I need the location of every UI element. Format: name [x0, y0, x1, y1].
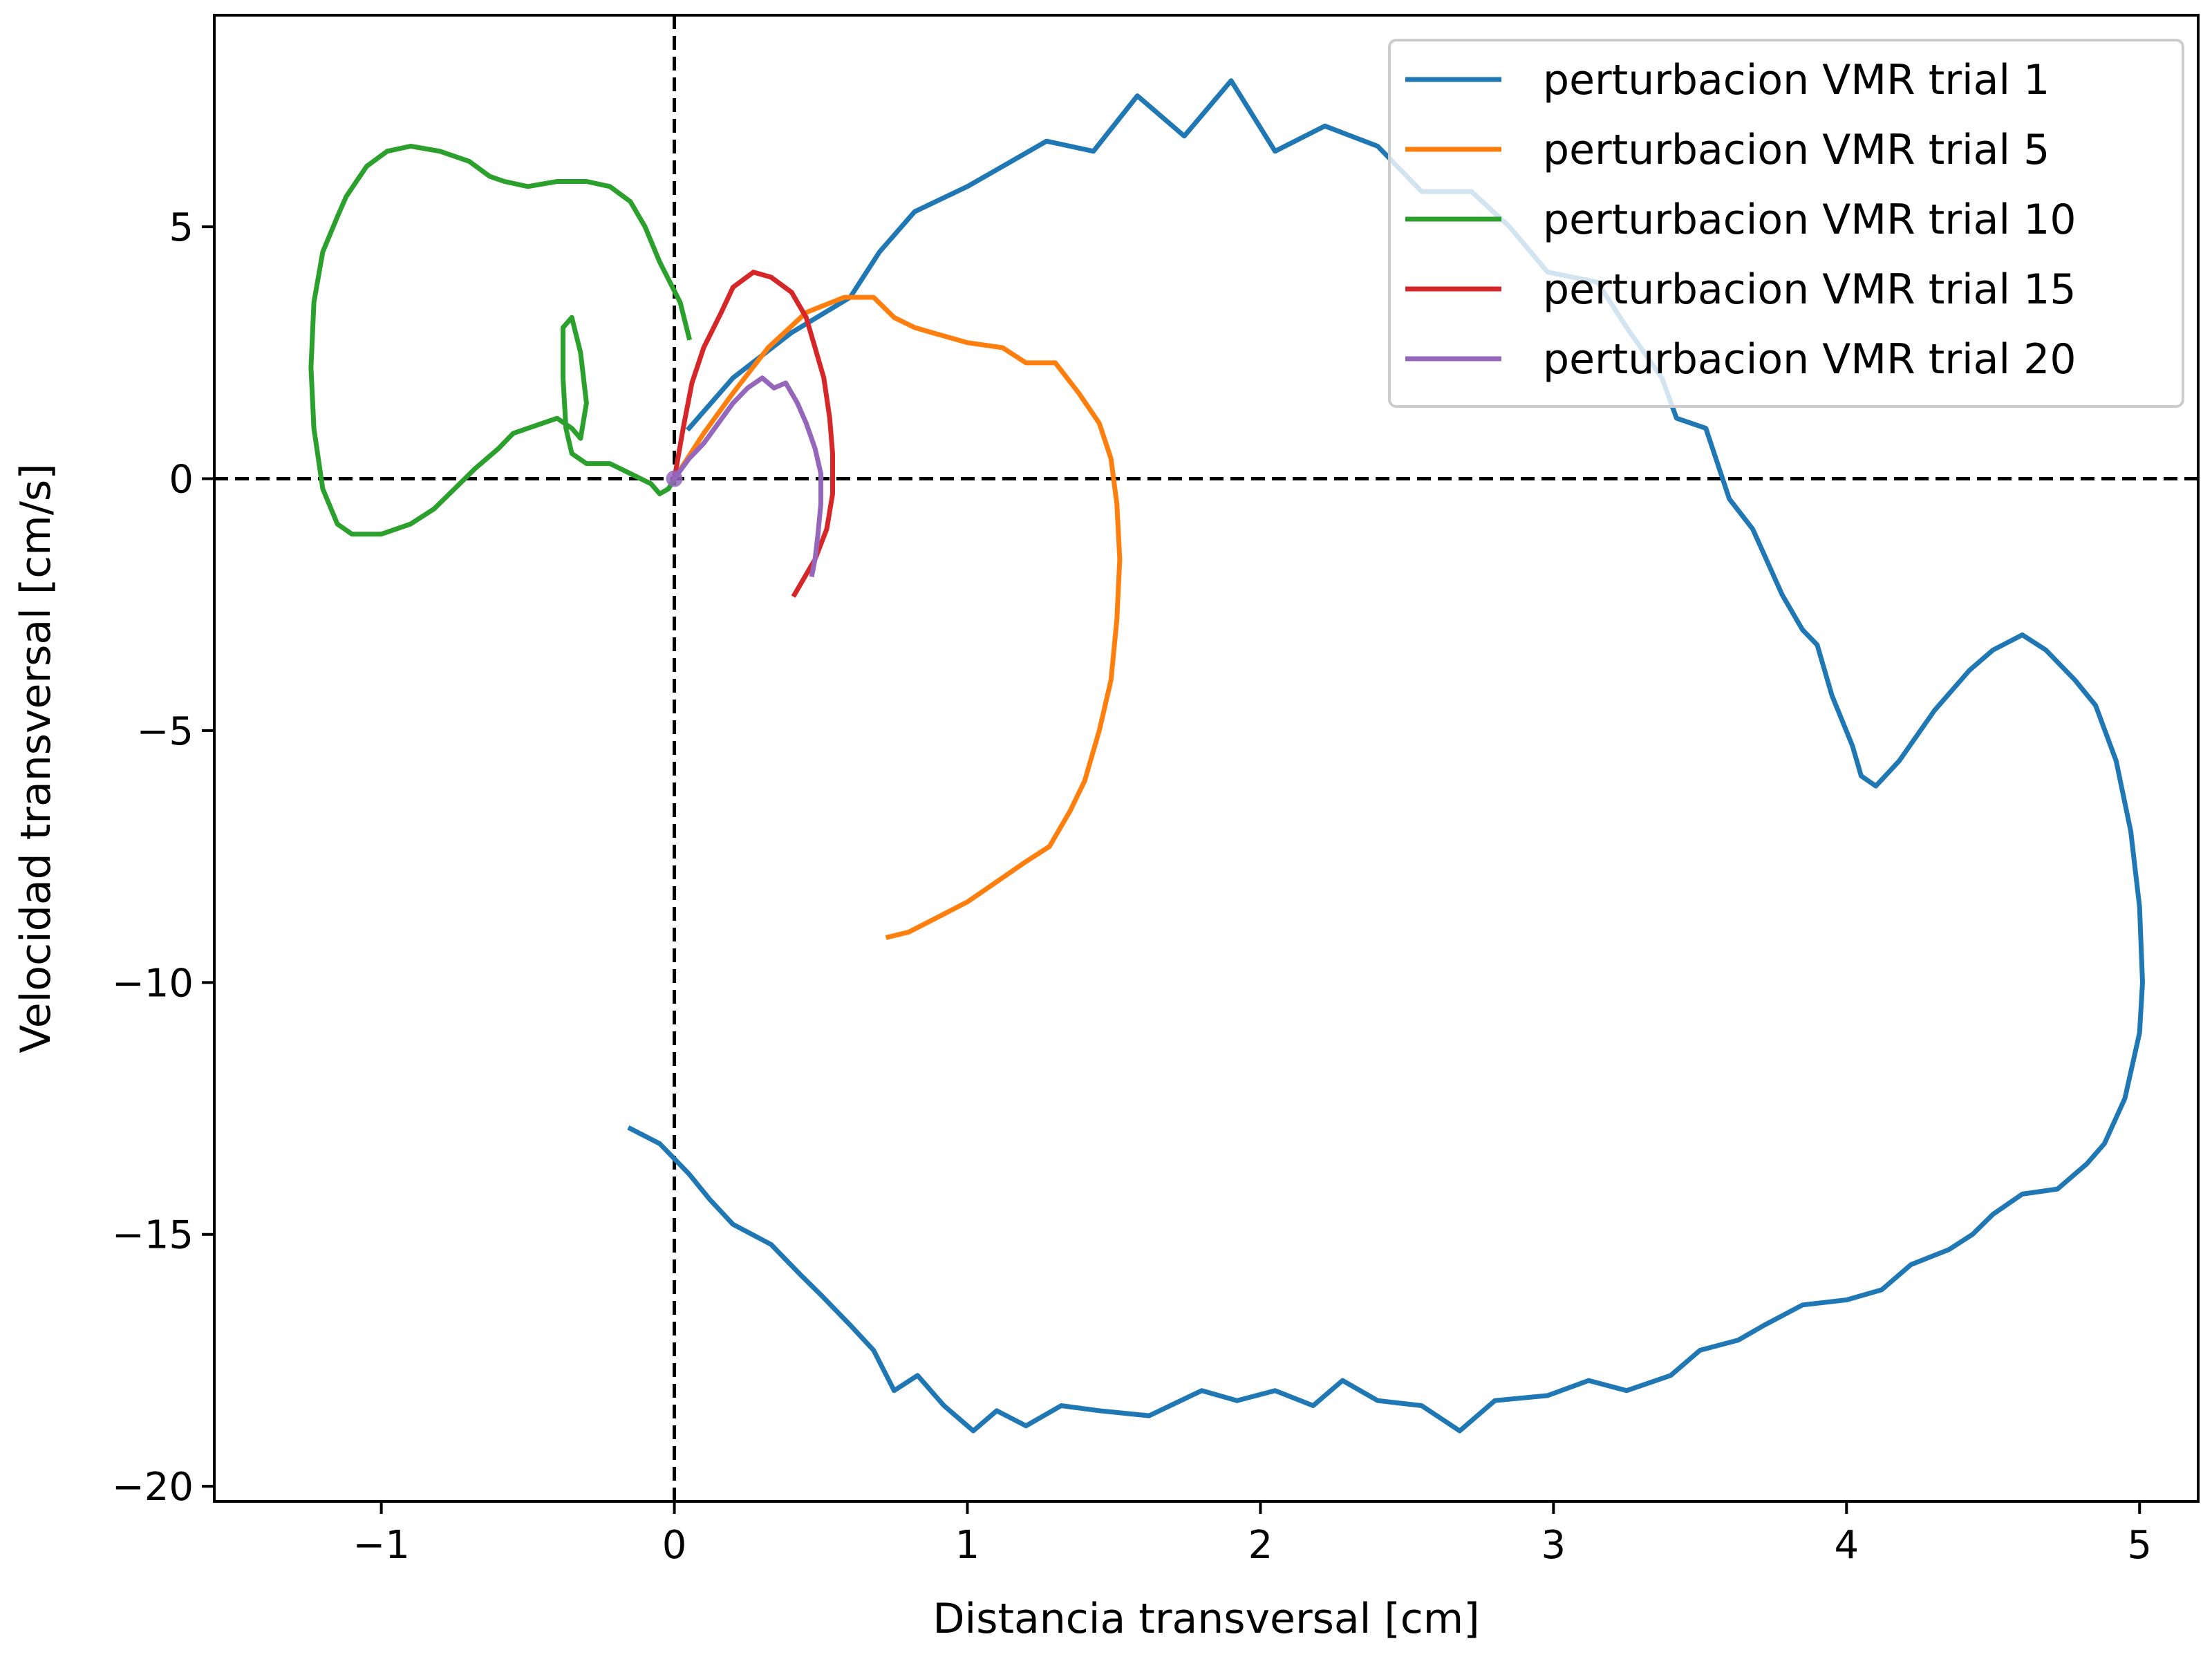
y-axis-ticks: 5 0 −5 −10 −15 −20 — [112, 205, 214, 1510]
axes-frame — [213, 14, 2200, 1503]
x-tick-label: −1 — [353, 1523, 410, 1568]
x-axis-label: Distancia transversal [cm] — [932, 1595, 1479, 1643]
legend-label-4: perturbacion VMR trial 15 — [1543, 265, 2077, 314]
y-tick-label: 0 — [169, 458, 194, 503]
y-tick-label: 5 — [169, 205, 194, 250]
y-axis-label: Velocidad transversal [cm/s] — [12, 463, 60, 1053]
origin-marker — [666, 470, 683, 487]
legend-box — [1388, 39, 2184, 408]
legend-entries: perturbacion VMR trial 1 perturbacion VMR… — [1405, 56, 2077, 384]
series-line-4 — [671, 270, 835, 598]
x-tick-label: 1 — [955, 1523, 980, 1568]
y-tick-label: −20 — [112, 1465, 194, 1510]
legend-label-3: perturbacion VMR trial 10 — [1543, 196, 2077, 244]
y-tick-label: −5 — [136, 709, 194, 754]
x-tick-label: 4 — [1834, 1523, 1859, 1568]
x-tick-label: 0 — [662, 1523, 687, 1568]
y-tick-label: −10 — [112, 961, 194, 1006]
series-line-5 — [671, 375, 823, 578]
y-tick-label: −15 — [112, 1213, 194, 1258]
x-tick-label: 5 — [2127, 1523, 2152, 1568]
x-tick-label: 2 — [1248, 1523, 1273, 1568]
legend: perturbacion VMR trial 1 perturbacion VMR… — [1388, 39, 2184, 408]
x-tick-label: 3 — [1541, 1523, 1566, 1568]
x-axis-ticks: −1 0 1 2 3 4 5 — [353, 1501, 2152, 1568]
legend-label-1: perturbacion VMR trial 1 — [1543, 56, 2050, 104]
series-line-3 — [308, 144, 693, 537]
series-line-2 — [671, 294, 1123, 940]
legend-label-2: perturbacion VMR trial 5 — [1543, 126, 2050, 174]
legend-label-5: perturbacion VMR trial 20 — [1543, 335, 2077, 384]
